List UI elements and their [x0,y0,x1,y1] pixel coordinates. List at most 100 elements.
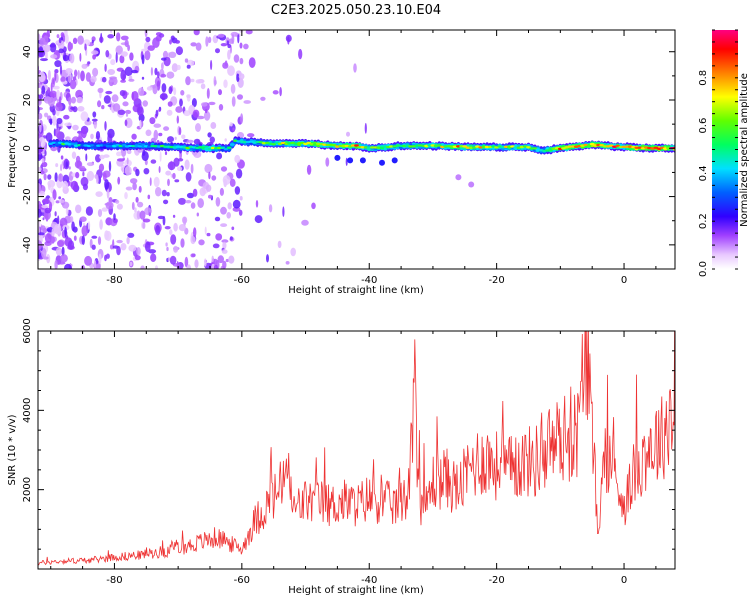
noise-blob [85,72,91,82]
noise-blob [166,246,169,252]
noise-blob [77,106,85,112]
noise-blob [147,45,155,51]
noise-blob [108,160,112,172]
noise-blob [154,67,158,76]
colorbar-tick-label: 0.6 [698,118,709,134]
noise-blob [160,73,167,78]
noise-blob [125,112,129,117]
noise-blob [132,182,137,191]
noise-blob [105,201,114,210]
noise-blob [164,151,168,156]
noise-cloud [38,30,367,269]
noise-blob [105,253,110,259]
noise-blob [174,179,180,183]
noise-blob [220,223,228,228]
noise-blob [232,127,235,132]
noise-blob [184,159,190,170]
noise-blob [129,52,134,61]
noise-blob [131,91,139,102]
noise-blob [63,54,69,62]
noise-blob [70,216,74,223]
noise-blob [54,60,62,68]
noise-blob [62,180,69,191]
ridge-segment [436,144,442,147]
noise-blob [239,42,243,49]
noise-blob [135,196,139,203]
noise-blob [239,57,244,65]
noise-blob [52,189,57,201]
noise-blob [44,112,49,118]
noise-blob [110,59,116,66]
noise-blob [81,225,89,237]
noise-blob [182,216,188,224]
noise-blob [159,33,165,38]
noise-blob [161,189,167,197]
spectrogram-x-axis-label: Height of straight line (km) [288,285,424,296]
noise-blob [234,154,241,164]
noise-blob [97,209,103,217]
noise-blob [152,84,158,95]
noise-blob [105,50,110,58]
noise-blob [54,128,61,138]
noise-blob [195,123,201,132]
noise-blob [65,207,69,216]
noise-blob [177,166,183,171]
noise-blob [40,225,46,231]
noise-blob [84,120,92,126]
noise-blob [311,202,316,210]
noise-blob [87,61,91,65]
noise-blob [47,70,51,81]
noise-blob [116,245,121,256]
noise-blob [109,79,116,83]
noise-blob [224,138,227,142]
noise-blob [52,85,60,90]
noise-blob [163,199,169,205]
noise-blob [70,180,79,191]
noise-blob [239,196,243,201]
noise-blob [325,157,330,167]
noise-blob [120,243,127,251]
noise-blob [207,36,212,43]
ridge-segment [462,145,468,148]
ridge-side-lobe [455,174,462,181]
noise-blob [40,58,48,62]
x-tick-label: -60 [234,575,250,586]
noise-blob [186,59,195,67]
noise-blob [155,225,161,236]
noise-blob [141,54,145,65]
noise-blob [91,244,96,250]
noise-blob [69,53,75,64]
noise-blob [112,103,121,112]
y-tick-label: -20 [22,188,33,204]
noise-blob [116,158,125,162]
noise-blob [97,87,104,94]
noise-blob [72,37,78,44]
noise-blob [64,263,72,269]
noise-blob [80,70,85,82]
colorbar-tick-label: 0.0 [698,261,709,277]
noise-blob [119,55,125,64]
noise-blob [162,50,169,59]
noise-blob [64,226,67,238]
noise-blob [59,254,68,263]
noise-blob [41,204,49,209]
noise-blob [38,220,41,228]
noise-blob [178,224,186,232]
noise-blob [144,30,148,38]
noise-blob [127,232,135,238]
ridge-side-lobe [379,159,385,166]
noise-blob [220,166,228,172]
noise-blob [41,85,46,95]
noise-blob [153,123,162,128]
noise-blob [38,232,45,236]
noise-blob [108,197,113,203]
noise-blob [136,247,141,256]
noise-blob [186,192,195,199]
noise-blob [172,172,176,180]
noise-blob [148,249,157,254]
noise-blob [233,54,240,63]
x-tick-label: 0 [621,575,627,586]
noise-blob [301,219,309,226]
noise-blob [81,128,87,139]
